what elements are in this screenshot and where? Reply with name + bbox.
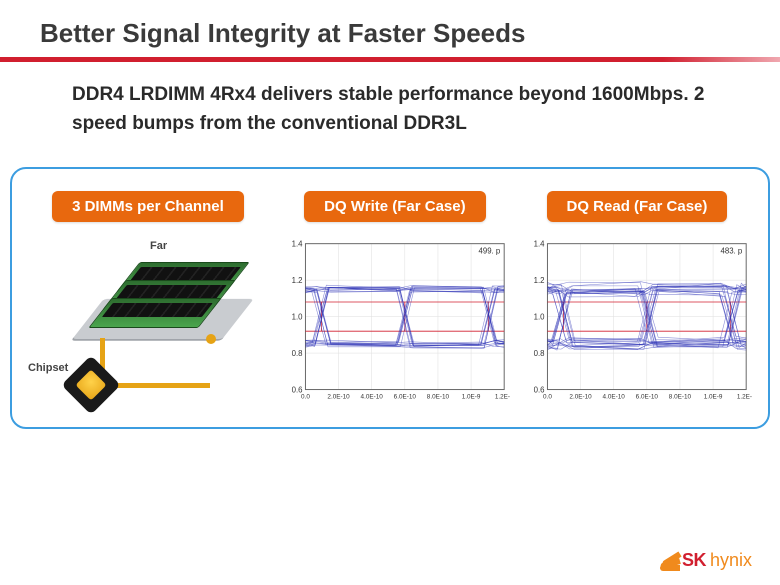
eye-diagram-read: 0.60.81.01.21.40.02.0E-104.0E-106.0E-108… — [522, 234, 752, 409]
svg-text:8.0E-10: 8.0E-10 — [669, 393, 692, 400]
svg-text:2.0E-10: 2.0E-10 — [569, 393, 592, 400]
svg-text:1.0E-9: 1.0E-9 — [462, 393, 481, 400]
label-chipset: Chipset — [28, 362, 68, 374]
badge-dq-write: DQ Write (Far Case) — [304, 191, 485, 222]
logo-text-sk: SK — [682, 550, 706, 571]
svg-text:0.0: 0.0 — [543, 393, 552, 400]
svg-text:483. p: 483. p — [720, 246, 742, 255]
eye-diagram-write: 0.60.81.01.21.40.02.0E-104.0E-106.0E-108… — [280, 234, 510, 409]
svg-text:0.0: 0.0 — [301, 393, 310, 400]
column-dimm-diagram: 3 DIMMs per Channel Far Chipset — [28, 191, 268, 409]
svg-text:1.0E-9: 1.0E-9 — [704, 393, 723, 400]
logo-text-hynix: hynix — [710, 550, 752, 571]
content-panel: 3 DIMMs per Channel Far Chipset DQ Write… — [10, 167, 770, 429]
svg-text:6.0E-10: 6.0E-10 — [394, 393, 417, 400]
svg-text:0.8: 0.8 — [534, 349, 546, 358]
svg-text:1.2E-9: 1.2E-9 — [737, 393, 752, 400]
logo-wing-icon — [660, 549, 680, 571]
svg-text:1.2E-9: 1.2E-9 — [495, 393, 510, 400]
column-dq-write: DQ Write (Far Case) 0.60.81.01.21.40.02.… — [280, 191, 510, 409]
svg-text:4.0E-10: 4.0E-10 — [602, 393, 625, 400]
label-far: Far — [150, 240, 167, 252]
brand-logo: SK hynix — [660, 549, 752, 571]
svg-text:6.0E-10: 6.0E-10 — [636, 393, 659, 400]
page-title: Better Signal Integrity at Faster Speeds — [0, 0, 780, 57]
svg-text:4.0E-10: 4.0E-10 — [360, 393, 383, 400]
svg-text:1.4: 1.4 — [291, 239, 303, 248]
svg-text:499. p: 499. p — [478, 246, 500, 255]
trace-endpoint — [206, 334, 216, 344]
badge-dimms: 3 DIMMs per Channel — [52, 191, 244, 222]
svg-text:1.0: 1.0 — [534, 312, 546, 321]
title-underline — [0, 57, 780, 62]
svg-text:0.8: 0.8 — [291, 349, 303, 358]
svg-text:1.2: 1.2 — [534, 276, 545, 285]
svg-text:1.4: 1.4 — [534, 239, 546, 248]
svg-text:2.0E-10: 2.0E-10 — [327, 393, 350, 400]
svg-text:8.0E-10: 8.0E-10 — [427, 393, 450, 400]
dimm-module — [88, 298, 221, 328]
svg-text:1.0: 1.0 — [291, 312, 303, 321]
page-subtitle: DDR4 LRDIMM 4Rx4 delivers stable perform… — [0, 80, 780, 139]
dimm-diagram: Far Chipset — [28, 234, 268, 409]
column-dq-read: DQ Read (Far Case) 0.60.81.01.21.40.02.0… — [522, 191, 752, 409]
svg-text:1.2: 1.2 — [291, 276, 302, 285]
badge-dq-read: DQ Read (Far Case) — [547, 191, 728, 222]
